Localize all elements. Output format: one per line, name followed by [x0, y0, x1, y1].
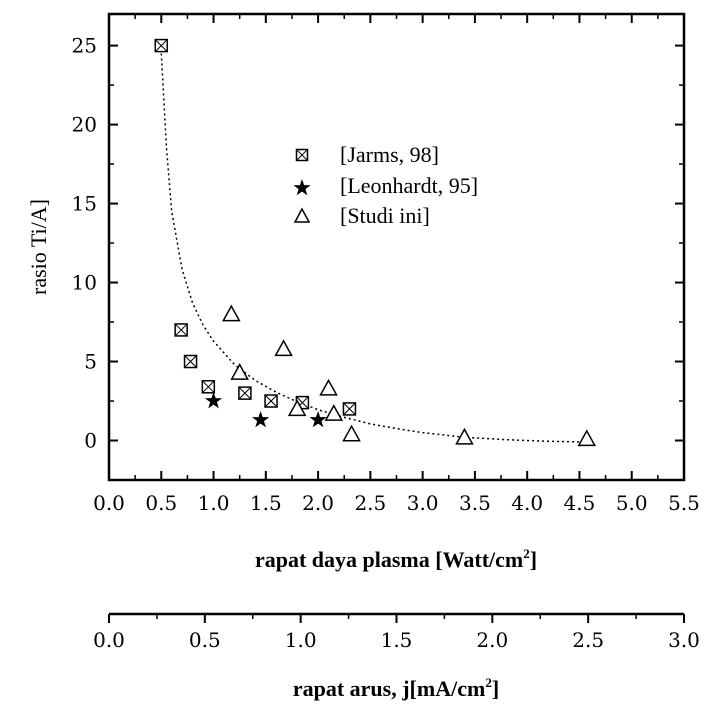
x-axis-label: rapat daya plasma [Watt/cm2]: [255, 546, 537, 572]
point-studi: [287, 399, 307, 417]
point-studi: [274, 339, 293, 357]
x-tick-label: 2.5: [354, 491, 386, 515]
x-tick-label: 1.5: [250, 491, 282, 515]
secondary-axis-label-main: rapat arus, j[mA/cm: [293, 676, 485, 701]
x-tick-label: 5.0: [616, 491, 648, 515]
fit-curve-group: [160, 53, 590, 443]
data-points: [154, 38, 597, 447]
y-tick-label: 25: [72, 34, 97, 58]
point-jarms-cross-b: [343, 402, 356, 416]
legend: [Jarms, 98] [Leonhardt, 95] [Studi ini]: [293, 142, 478, 228]
point-jarms-cross-b: [201, 380, 215, 394]
y-axis-label: rasio Ti/A]: [26, 199, 51, 295]
secondary-tick-label: 1.5: [381, 628, 413, 652]
point-leonhardt: [204, 392, 223, 409]
x-tick-label: 5.5: [668, 491, 700, 515]
legend-label-leonhardt: [Leonhardt, 95]: [340, 173, 478, 198]
point-jarms-cross-b: [238, 386, 252, 400]
point-jarms: [264, 394, 278, 408]
x-axis-ticks: 0.0 0.5 1.0 1.5 2.0 2.5 3.0 3.5 4.0 4.5 5.0 5.5: [93, 14, 700, 515]
legend-marker-jarms: [295, 148, 309, 162]
point-studi: [230, 363, 249, 380]
legend-marker-studi: [293, 207, 311, 223]
point-studi: [222, 304, 241, 322]
secondary-axis-label-end: ]: [492, 676, 499, 701]
point-studi: [324, 404, 344, 421]
point-studi: [319, 378, 338, 396]
x-tick-label: 0.0: [93, 491, 125, 515]
legend-label-studi: [Studi ini]: [340, 203, 430, 228]
x-axis-label-sup: 2: [523, 546, 530, 561]
point-jarms: [154, 38, 169, 53]
point-studi: [577, 429, 597, 447]
y-tick-label: 15: [72, 192, 97, 216]
x-tick-label: 4.0: [511, 491, 543, 515]
secondary-tick-label: 1.0: [285, 628, 317, 652]
point-jarms-cross-b: [154, 39, 168, 52]
secondary-axis-label-sup: 2: [485, 675, 492, 690]
point-jarms-cross-b: [264, 394, 278, 408]
point-jarms: [183, 354, 198, 369]
point-studi: [342, 424, 361, 442]
point-jarms-cross-b: [184, 355, 197, 368]
secondary-tick-label: 0.0: [93, 628, 125, 652]
point-jarms: [238, 386, 252, 400]
point-leonhardt: [251, 410, 270, 428]
secondary-axis-ticks: 0.0 0.5 1.0 1.5 2.0 2.5 3.0: [93, 614, 700, 652]
x-axis-label-main: rapat daya plasma [Watt/cm: [255, 547, 523, 572]
x-tick-label: 0.5: [145, 491, 177, 515]
fit-curve: [160, 53, 590, 443]
x-tick-label: 1.0: [198, 491, 230, 515]
secondary-tick-label: 2.0: [476, 628, 508, 652]
point-jarms-cross-b: [174, 323, 188, 337]
secondary-tick-label: 0.5: [189, 628, 221, 652]
x-axis-label-end: ]: [530, 547, 537, 572]
y-axis-ticks: 0 5 10 15 20 25: [72, 34, 684, 453]
point-jarms: [201, 380, 216, 394]
plot-frame: [107, 12, 686, 482]
point-leonhardt: [309, 410, 327, 428]
y-tick-label: 5: [84, 350, 97, 374]
legend-marker-leonhardt: [293, 179, 311, 196]
secondary-axis-label: rapat arus, j[mA/cm2]: [293, 675, 499, 701]
x-tick-label: 2.0: [302, 491, 334, 515]
secondary-tick-label: 3.0: [668, 628, 700, 652]
secondary-tick-label: 2.5: [572, 628, 604, 652]
y-tick-label: 10: [72, 271, 97, 295]
x-tick-label: 3.0: [407, 491, 439, 515]
point-jarms: [174, 323, 188, 337]
point-studi: [455, 427, 474, 445]
y-tick-label: 20: [72, 113, 97, 137]
x-tick-label: 3.5: [459, 491, 491, 515]
x-tick-label: 4.5: [564, 491, 596, 515]
point-jarms: [342, 402, 357, 416]
legend-label-jarms: [Jarms, 98]: [340, 142, 439, 167]
y-tick-label: 0: [84, 429, 97, 453]
